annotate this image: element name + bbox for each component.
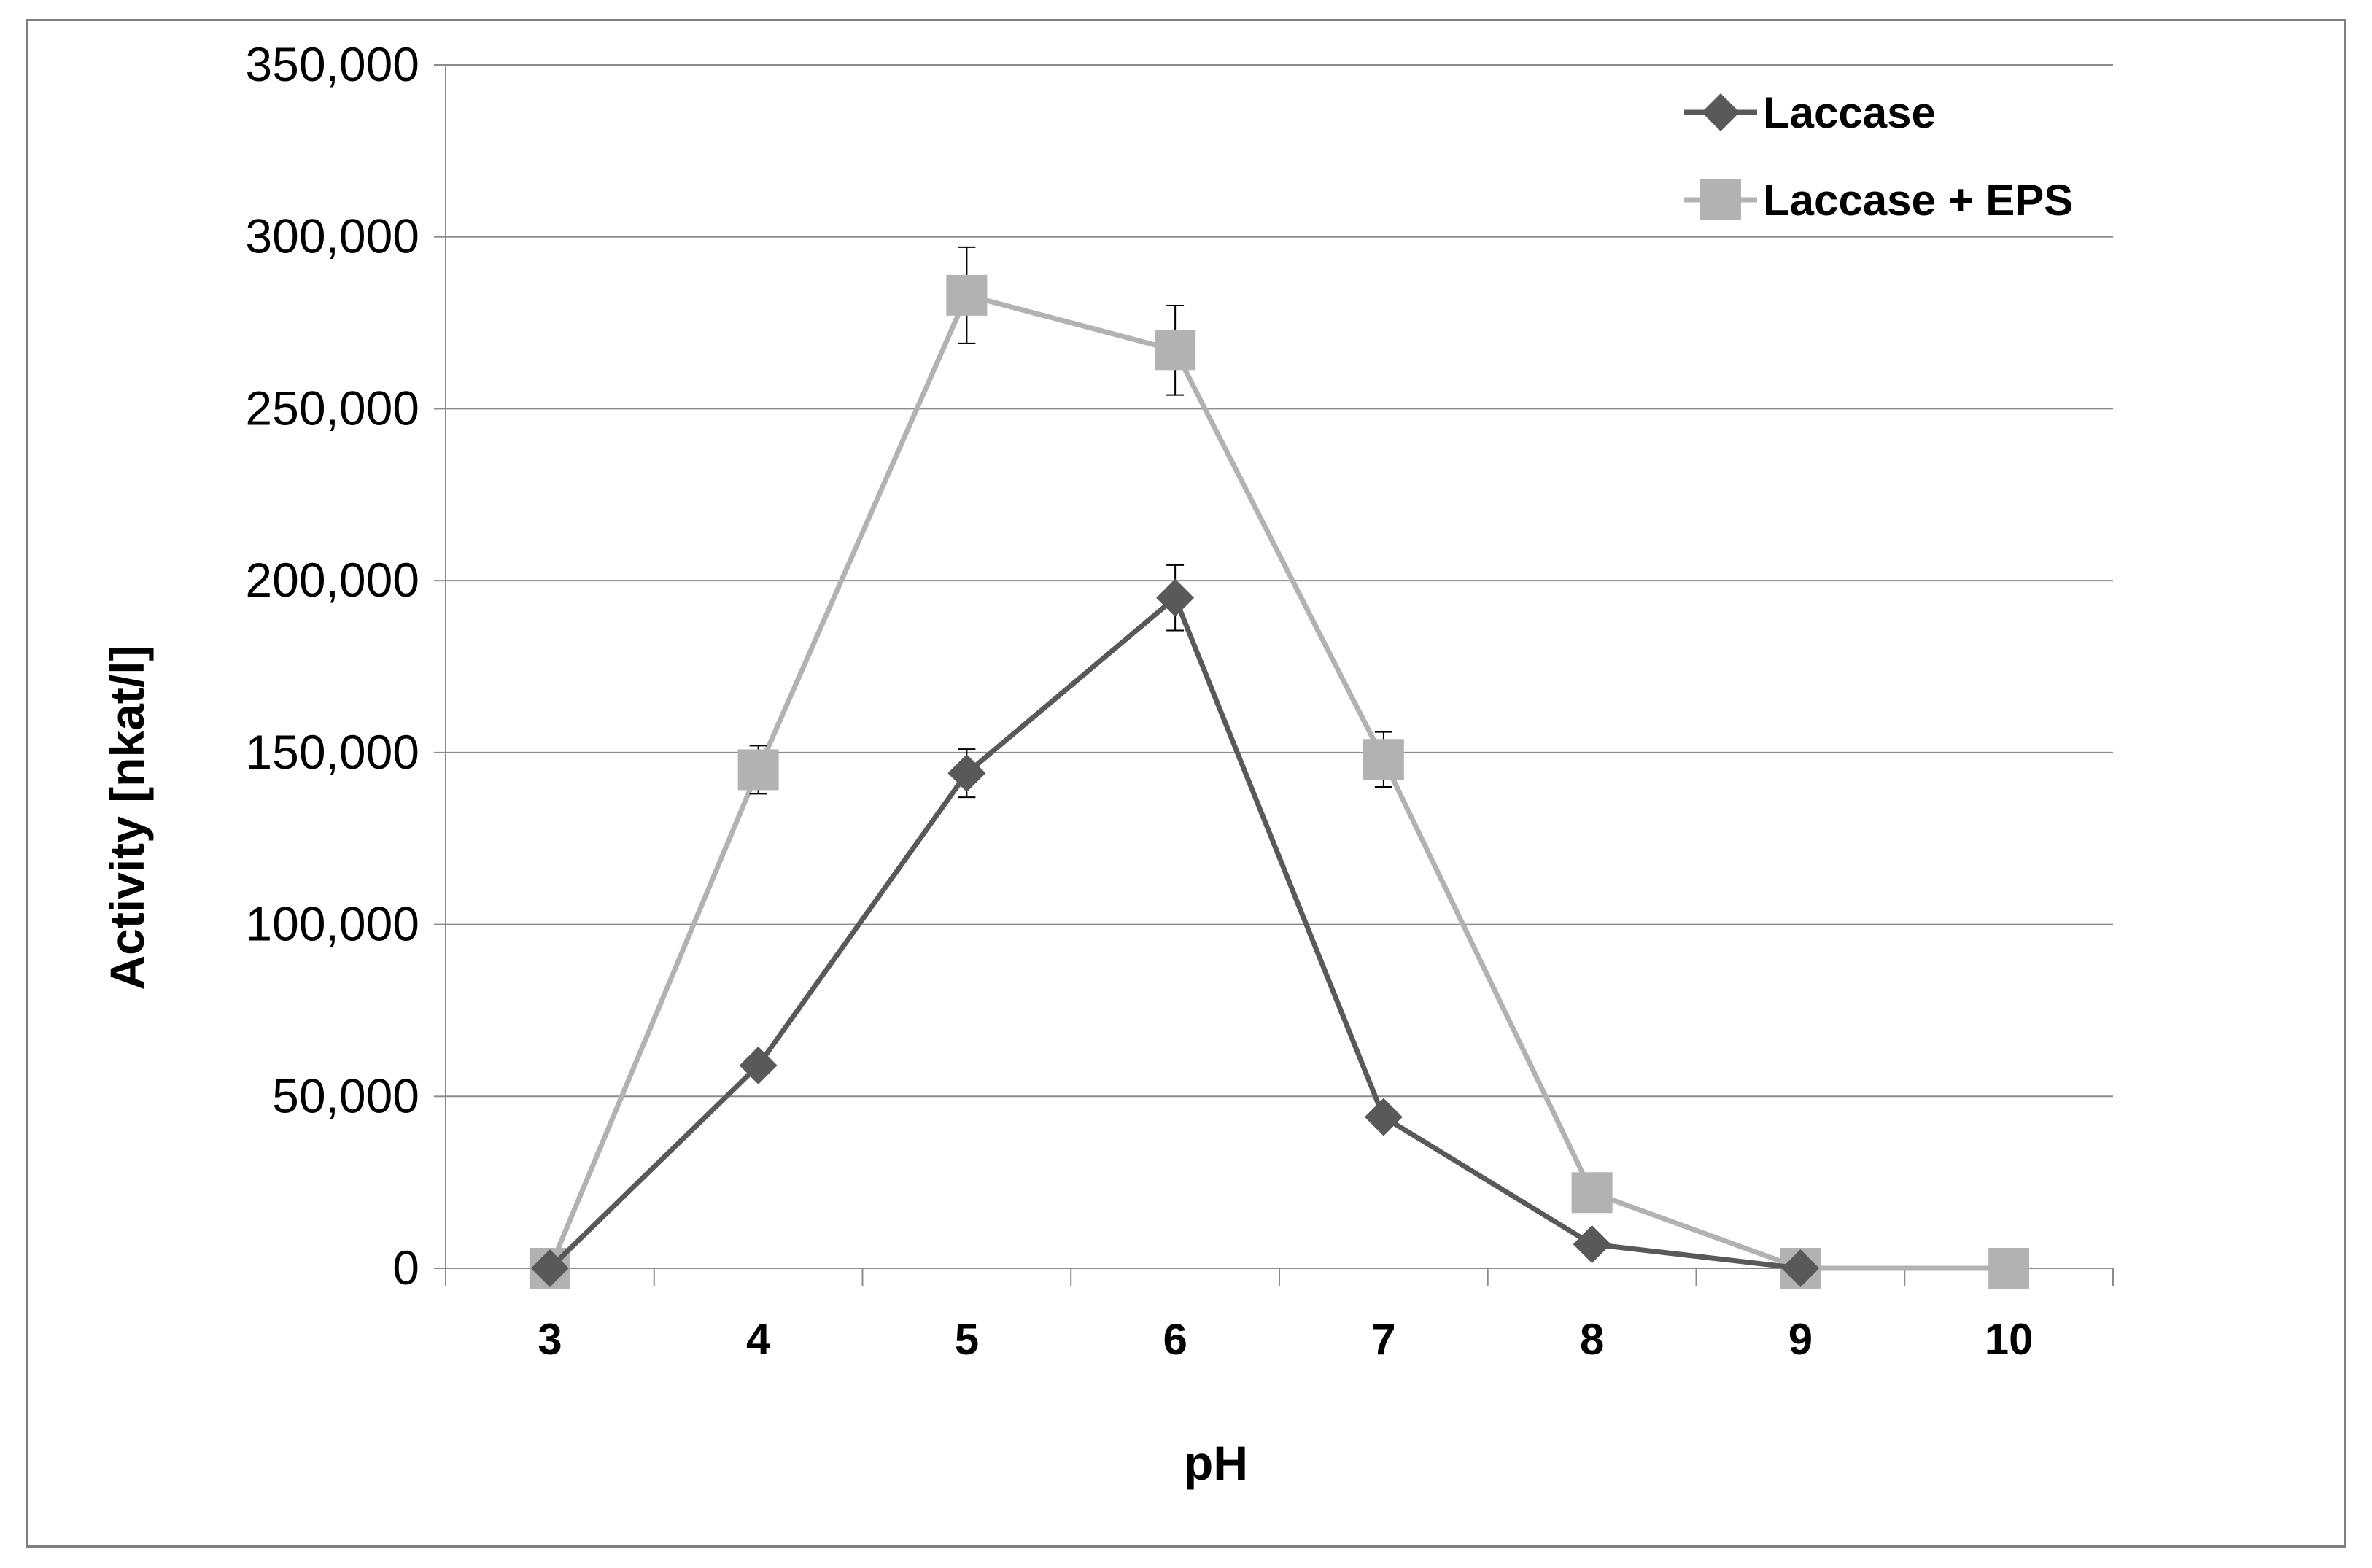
data-point (1781, 1249, 1820, 1287)
chart-frame: 0 50,000 100,000 150,000 200,000 250,000 300,0… (26, 19, 2346, 1548)
data-point (1573, 1225, 1611, 1263)
x-tick-label: 8 (1580, 1315, 1604, 1364)
x-tick-label: 7 (1371, 1315, 1395, 1364)
legend-label: Laccase (1763, 88, 1936, 137)
data-point (530, 1249, 569, 1287)
series-laccase (530, 564, 1820, 1287)
x-axis-title: pH (1184, 1436, 1248, 1490)
series-laccase-eps (529, 246, 2030, 1289)
data-point (737, 749, 779, 791)
x-tick-label: 6 (1163, 1315, 1187, 1364)
y-tick-label: 250,000 (245, 381, 419, 435)
data-point (1363, 739, 1404, 780)
legend-diamond-marker (1702, 93, 1740, 131)
legend-label: Laccase + EPS (1763, 176, 2073, 225)
y-tick-label: 50,000 (272, 1068, 419, 1122)
x-tick-label: 5 (955, 1315, 979, 1364)
data-point (739, 1046, 778, 1084)
y-tick-label: 350,000 (245, 37, 419, 91)
data-point (1155, 330, 1196, 371)
chart: 0 50,000 100,000 150,000 200,000 250,000 300,0… (100, 37, 2114, 1490)
x-tick-label: 3 (538, 1315, 562, 1364)
legend-item: Laccase + EPS (1684, 176, 2073, 225)
legend: Laccase Laccase + EPS (1684, 88, 2073, 225)
data-point (1156, 578, 1195, 617)
x-tick-label: 10 (1985, 1315, 2034, 1364)
y-tick-label: 100,000 (245, 897, 419, 951)
y-tick-label: 300,000 (245, 209, 419, 263)
data-point (1571, 1172, 1613, 1214)
series-line (547, 292, 2009, 1271)
legend-square-marker (1700, 179, 1741, 220)
data-point (1988, 1248, 2030, 1289)
x-tick-label: 4 (746, 1315, 771, 1364)
tick-labels: 0 50,000 100,000 150,000 200,000 250,000 300,0… (245, 37, 2033, 1364)
y-tick-label: 200,000 (245, 553, 419, 607)
y-axis-title: Activity [nkat/l] (100, 645, 154, 990)
series-line (548, 595, 1801, 1271)
data-point (946, 274, 988, 316)
y-tick-label: 150,000 (245, 725, 419, 779)
gridlines (446, 64, 2113, 1098)
legend-item: Laccase (1684, 88, 1936, 137)
x-tick-label: 9 (1788, 1315, 1813, 1364)
data-point (1364, 1098, 1403, 1136)
data-point (947, 754, 986, 793)
y-tick-label: 0 (392, 1241, 419, 1295)
series-layer (529, 246, 2030, 1289)
axes (434, 64, 2114, 1286)
